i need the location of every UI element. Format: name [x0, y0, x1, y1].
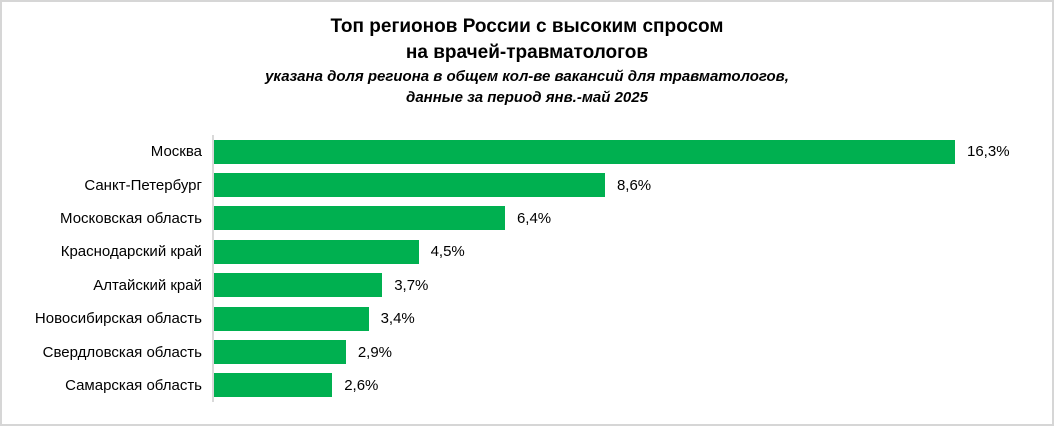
bar — [214, 373, 333, 398]
chart-row: Краснодарский край 4,5% — [2, 235, 1052, 269]
bar — [214, 306, 369, 331]
chart-subtitle-line-2: данные за период янв.-май 2025 — [406, 89, 648, 106]
plot-area: 2,6% — [212, 368, 1052, 403]
category-label: Краснодарский край — [60, 243, 202, 261]
category-label: Алтайский край — [93, 276, 202, 294]
value-label: 2,9% — [357, 343, 393, 361]
category-label: Новосибирская область — [34, 310, 202, 328]
bar — [214, 273, 383, 298]
value-label: 3,4% — [380, 310, 415, 328]
chart-row: Санкт-Петербург 8,6% — [2, 168, 1052, 202]
category-label: Санкт-Петербург — [84, 176, 202, 194]
plot-area: 3,7% — [212, 268, 1052, 302]
chart-row: Московская область 6,4% — [2, 201, 1052, 236]
chart-title-line-2: на врачей-травматологов — [405, 42, 649, 63]
value-label: 4,5% — [430, 243, 465, 261]
category-label: Свердловская область — [42, 343, 202, 361]
chart-subtitle-line-1: указана доля региона в общем кол-ве вака… — [265, 68, 789, 85]
bar — [214, 173, 605, 198]
category-label: Самарская область — [65, 376, 202, 394]
chart-row: Алтайский край 3,7% — [2, 268, 1052, 302]
value-label: 8,6% — [616, 176, 652, 194]
chart-row: Свердловская область 2,9% — [2, 335, 1052, 369]
plot-area: 8,6% — [212, 168, 1052, 202]
value-label: 16,3% — [967, 143, 1010, 161]
bar — [214, 239, 419, 264]
category-label: Московская область — [60, 209, 202, 227]
value-label: 6,4% — [516, 209, 552, 227]
chart-row: Самарская область 2,6% — [2, 368, 1052, 403]
category-label: Москва — [150, 143, 202, 161]
bar-chart: Москва 16,3% Санкт-Петербург 8,6% Московская… — [2, 135, 1052, 403]
plot-area: 3,4% — [212, 301, 1052, 336]
chart-row: Новосибирская область 3,4% — [2, 301, 1052, 336]
plot-area: 2,9% — [212, 335, 1052, 369]
plot-area: 16,3% — [212, 135, 1052, 169]
plot-area: 4,5% — [212, 235, 1052, 269]
value-label: 3,7% — [394, 276, 429, 294]
value-label: 2,6% — [344, 376, 379, 394]
chart-row: Москва 16,3% — [2, 135, 1052, 169]
bar — [214, 139, 955, 164]
plot-area: 6,4% — [212, 201, 1052, 236]
bar — [214, 340, 346, 365]
bar — [214, 206, 505, 231]
chart-header: Топ регионов России с высоким спросом на… — [2, 2, 1052, 108]
chart-title-line-1: Топ регионов России с высоким спросом — [330, 16, 724, 37]
